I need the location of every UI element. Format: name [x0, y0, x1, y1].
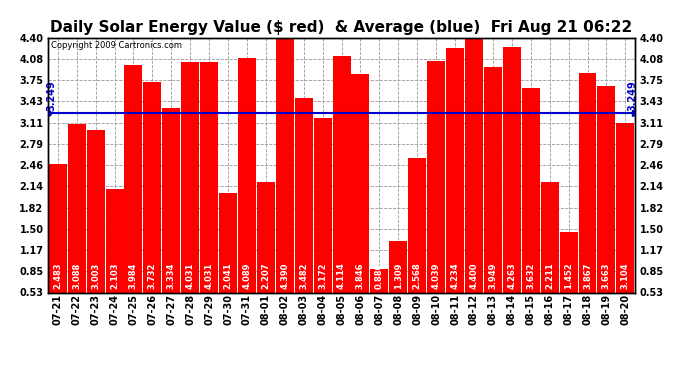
Text: 3.172: 3.172 — [318, 263, 327, 289]
Text: 4.263: 4.263 — [507, 262, 516, 289]
Bar — [200, 62, 218, 327]
Bar — [578, 73, 596, 327]
Bar — [389, 241, 407, 327]
Text: 3.088: 3.088 — [72, 263, 81, 289]
Bar — [181, 62, 199, 327]
Text: 4.031: 4.031 — [205, 263, 214, 289]
Text: 3.949: 3.949 — [489, 263, 497, 289]
Bar — [522, 88, 540, 327]
Bar — [598, 86, 615, 327]
Text: 2.568: 2.568 — [413, 262, 422, 289]
Bar — [371, 270, 388, 327]
Bar — [257, 182, 275, 327]
Bar — [144, 81, 161, 327]
Text: 4.400: 4.400 — [469, 263, 478, 289]
Text: 4.114: 4.114 — [337, 262, 346, 289]
Bar — [68, 124, 86, 327]
Bar — [87, 129, 105, 327]
Bar — [560, 232, 578, 327]
Text: 3.003: 3.003 — [91, 263, 100, 289]
Text: 4.039: 4.039 — [432, 263, 441, 289]
Text: 1.452: 1.452 — [564, 262, 573, 289]
Bar — [49, 164, 67, 327]
Text: 3.482: 3.482 — [299, 263, 308, 289]
Text: 3.632: 3.632 — [526, 263, 535, 289]
Text: 4.234: 4.234 — [451, 262, 460, 289]
Text: 3.249: 3.249 — [627, 81, 637, 111]
Bar — [446, 48, 464, 327]
Text: 2.103: 2.103 — [110, 263, 119, 289]
Text: Copyright 2009 Cartronics.com: Copyright 2009 Cartronics.com — [51, 41, 182, 50]
Bar — [295, 98, 313, 327]
Bar — [616, 123, 634, 327]
Text: 3.249: 3.249 — [46, 81, 56, 111]
Bar — [541, 182, 559, 327]
Text: 2.207: 2.207 — [262, 263, 270, 289]
Text: 2.483: 2.483 — [53, 263, 62, 289]
Bar — [124, 65, 142, 327]
Bar — [314, 118, 332, 327]
Bar — [219, 193, 237, 327]
Text: 2.211: 2.211 — [545, 262, 554, 289]
Bar — [276, 38, 294, 327]
Text: 3.663: 3.663 — [602, 263, 611, 289]
Title: Daily Solar Energy Value ($ red)  & Average (blue)  Fri Aug 21 06:22: Daily Solar Energy Value ($ red) & Avera… — [50, 20, 633, 35]
Bar — [351, 74, 369, 327]
Bar — [408, 158, 426, 327]
Text: 4.089: 4.089 — [242, 263, 251, 289]
Bar — [333, 56, 351, 327]
Bar — [238, 58, 256, 327]
Bar — [484, 67, 502, 327]
Bar — [427, 61, 445, 327]
Text: 3.846: 3.846 — [356, 263, 365, 289]
Text: 3.334: 3.334 — [167, 263, 176, 289]
Text: 4.390: 4.390 — [280, 263, 289, 289]
Text: 1.309: 1.309 — [394, 263, 403, 289]
Bar — [465, 38, 483, 327]
Text: 3.867: 3.867 — [583, 263, 592, 289]
Bar — [106, 189, 124, 327]
Bar — [503, 46, 521, 327]
Text: 4.031: 4.031 — [186, 263, 195, 289]
Text: 3.732: 3.732 — [148, 263, 157, 289]
Text: 0.880: 0.880 — [375, 263, 384, 289]
Text: 3.104: 3.104 — [621, 263, 630, 289]
Text: 3.984: 3.984 — [129, 263, 138, 289]
Bar — [162, 108, 180, 327]
Text: 2.041: 2.041 — [224, 262, 233, 289]
